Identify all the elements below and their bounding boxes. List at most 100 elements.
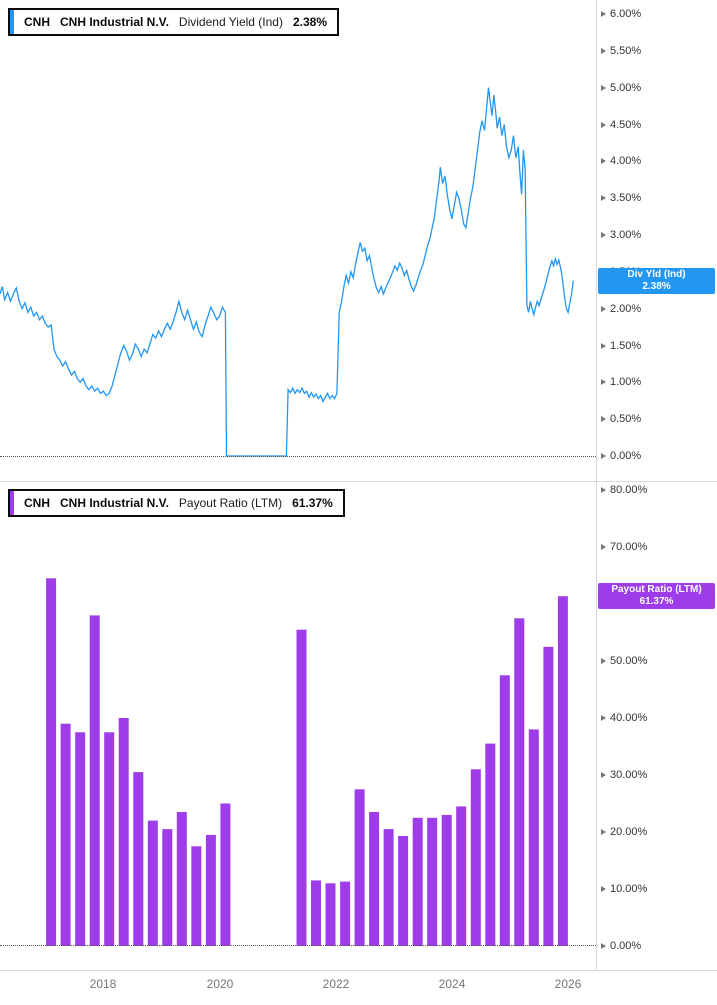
metric-value: 61.37% [292, 496, 333, 510]
y-axis-label-text: 3.00% [610, 229, 642, 241]
payout-ratio-legend[interactable]: CNH CNH Industrial N.V. Payout Ratio (LT… [8, 489, 345, 517]
payout-ratio-bar [470, 769, 481, 946]
axis-divider-vertical [596, 0, 597, 970]
payout-ratio-bar [412, 817, 423, 947]
y-axis-label: 3.50% [601, 192, 641, 204]
payout-ratio-bar [311, 880, 321, 946]
badge-value: 61.37% [639, 596, 674, 607]
y-axis-label: 5.00% [601, 82, 641, 94]
tick-arrow-icon [601, 658, 606, 664]
y-axis-label: 0.50% [601, 413, 641, 425]
y-axis-label: 20.00% [601, 826, 647, 838]
tick-arrow-icon [601, 544, 606, 550]
tick-arrow-icon [601, 379, 606, 385]
y-axis-label: 30.00% [601, 769, 647, 781]
tick-arrow-icon [601, 886, 606, 892]
metric-value: 2.38% [292, 15, 328, 29]
tick-arrow-icon [601, 487, 606, 493]
payout-ratio-bar [118, 718, 129, 946]
y-axis-label: 0.00% [601, 940, 641, 952]
payout-ratio-bar [89, 615, 100, 946]
dividend-yield-plot[interactable] [0, 0, 596, 481]
badge-label: Payout Ratio (LTM) [611, 583, 702, 595]
y-axis-label: 4.00% [601, 155, 641, 167]
tick-arrow-icon [601, 85, 606, 91]
x-axis-year-label: 2024 [438, 977, 466, 991]
payout-ratio-bar [369, 812, 380, 946]
tick-arrow-icon [601, 772, 606, 778]
payout-ratio-bar [75, 732, 86, 947]
y-axis-label: 5.50% [601, 45, 641, 57]
x-axis-year-label: 2022 [322, 977, 350, 991]
series-color-stripe [10, 491, 14, 515]
payout-ratio-plot[interactable] [0, 481, 596, 970]
tick-arrow-icon [601, 195, 606, 201]
payout-ratio-bar [133, 772, 144, 946]
payout-ratio-bar [354, 789, 365, 947]
y-axis-label-text: 10.00% [610, 883, 648, 895]
payout-ratio-bar [176, 812, 187, 946]
ticker-symbol: CNH [24, 15, 50, 29]
badge-label: Div Yld (Ind) [627, 268, 686, 280]
payout-ratio-bar [499, 675, 510, 947]
payout-ratio-bar [398, 836, 409, 946]
metric-name: Dividend Yield (Ind) [178, 15, 283, 29]
y-axis-label-text: 5.00% [610, 82, 642, 94]
tick-arrow-icon [601, 453, 606, 459]
y-axis-label-text: 4.00% [610, 155, 642, 167]
y-axis-label-text: 5.50% [610, 45, 642, 57]
y-axis-label: 1.00% [601, 376, 641, 388]
tick-arrow-icon [601, 232, 606, 238]
payout-ratio-zero-line [0, 945, 596, 946]
tick-arrow-icon [601, 715, 606, 721]
tick-arrow-icon [601, 343, 606, 349]
y-axis-label-text: 0.50% [610, 413, 642, 425]
tick-arrow-icon [601, 416, 606, 422]
payout-ratio-bar [340, 881, 351, 946]
y-axis-label: 40.00% [601, 712, 647, 724]
dividend-yield-legend[interactable]: CNH CNH Industrial N.V. Dividend Yield (… [8, 8, 340, 36]
payout-ratio-bar [205, 834, 216, 946]
tick-arrow-icon [601, 48, 606, 54]
x-axis-year-label: 2020 [206, 977, 234, 991]
y-axis-label: 50.00% [601, 655, 647, 667]
badge-value: 2.38% [642, 281, 671, 292]
tick-arrow-icon [601, 11, 606, 17]
tick-arrow-icon [601, 829, 606, 835]
company-name: CNH Industrial N.V. [60, 496, 169, 510]
payout-ratio-bar [543, 646, 554, 947]
y-axis-label: 6.00% [601, 8, 641, 20]
y-axis-label-text: 40.00% [610, 712, 648, 724]
payout-ratio-bar [557, 596, 568, 946]
dividend-yield-badge: Div Yld (Ind) 2.38% [598, 268, 715, 294]
company-name: CNH Industrial N.V. [60, 15, 169, 29]
y-axis-label-text: 4.50% [610, 119, 642, 131]
payout-ratio-bar [383, 829, 394, 946]
y-axis-label-text: 70.00% [610, 541, 648, 553]
tick-arrow-icon [601, 306, 606, 312]
y-axis-label-text: 1.00% [610, 376, 642, 388]
y-axis-label-text: 20.00% [610, 826, 648, 838]
payout-ratio-bar [325, 883, 336, 946]
payout-ratio-bar [296, 629, 307, 946]
payout-ratio-bar [456, 806, 467, 946]
payout-ratio-bar [46, 578, 57, 946]
y-axis-label: 2.00% [601, 303, 641, 315]
xaxis-divider [0, 970, 717, 971]
y-axis-label: 10.00% [601, 883, 647, 895]
y-axis-label: 80.00% [601, 484, 647, 496]
y-axis-label-text: 80.00% [610, 484, 648, 496]
payout-ratio-bar [104, 732, 115, 947]
payout-ratio-bar [528, 729, 539, 946]
tick-arrow-icon [601, 158, 606, 164]
y-axis-label: 4.50% [601, 119, 641, 131]
panel-divider [0, 481, 717, 482]
metric-name: Payout Ratio (LTM) [178, 496, 283, 510]
dividend-yield-zero-line [0, 456, 596, 457]
tick-arrow-icon [601, 122, 606, 128]
y-axis-label-text: 1.50% [610, 340, 642, 352]
x-axis-year-label: 2018 [89, 977, 117, 991]
payout-ratio-bar [485, 743, 496, 946]
payout-ratio-bar [147, 820, 158, 946]
